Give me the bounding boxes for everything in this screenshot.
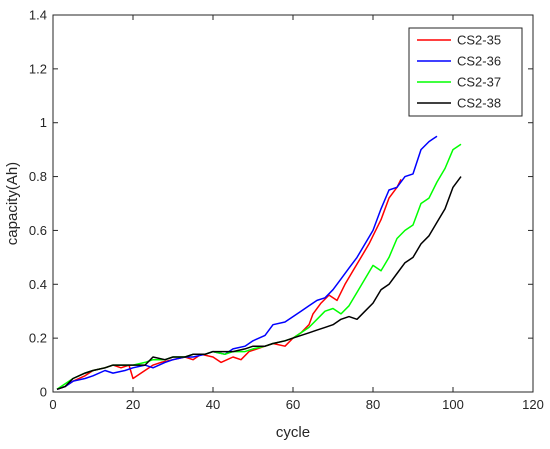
y-tick-label: 0.6: [29, 223, 47, 238]
y-tick-label: 0.4: [29, 277, 47, 292]
series-line-cs2-36: [56, 135, 438, 391]
legend-label: CS2-36: [457, 54, 501, 69]
series-line-cs2-38: [56, 176, 462, 391]
ticks-layer: 0 20 40 60 80 100 120 0 0.2 0.4 0.6 0.8 1 1.2 1.4: [29, 8, 544, 413]
x-tick-label: 20: [126, 397, 140, 412]
x-tick-label: 0: [49, 397, 56, 412]
legend: CS2-35 CS2-36 CS2-37 CS2-38: [408, 27, 523, 117]
legend-label: CS2-35: [457, 33, 501, 48]
x-tick-label: 80: [366, 397, 380, 412]
x-tick-label: 40: [206, 397, 220, 412]
legend-label: CS2-38: [457, 96, 501, 111]
x-tick-label: 120: [522, 397, 544, 412]
y-tick-label: 1.4: [29, 8, 47, 23]
y-tick-label: 0.8: [29, 169, 47, 184]
series-line-cs2-35: [56, 178, 402, 391]
y-tick-label: 0.2: [29, 331, 47, 346]
y-tick-label: 1: [40, 115, 47, 130]
legend-box: [408, 27, 523, 117]
y-axis-label: capacity(Ah): [4, 162, 21, 245]
y-tick-label: 1.2: [29, 61, 47, 76]
x-axis-label: cycle: [276, 424, 310, 441]
x-tick-label: 60: [286, 397, 300, 412]
y-tick-label: 0: [40, 385, 47, 400]
legend-label: CS2-37: [457, 75, 501, 90]
series-layer: [56, 135, 462, 391]
x-tick-label: 100: [442, 397, 464, 412]
